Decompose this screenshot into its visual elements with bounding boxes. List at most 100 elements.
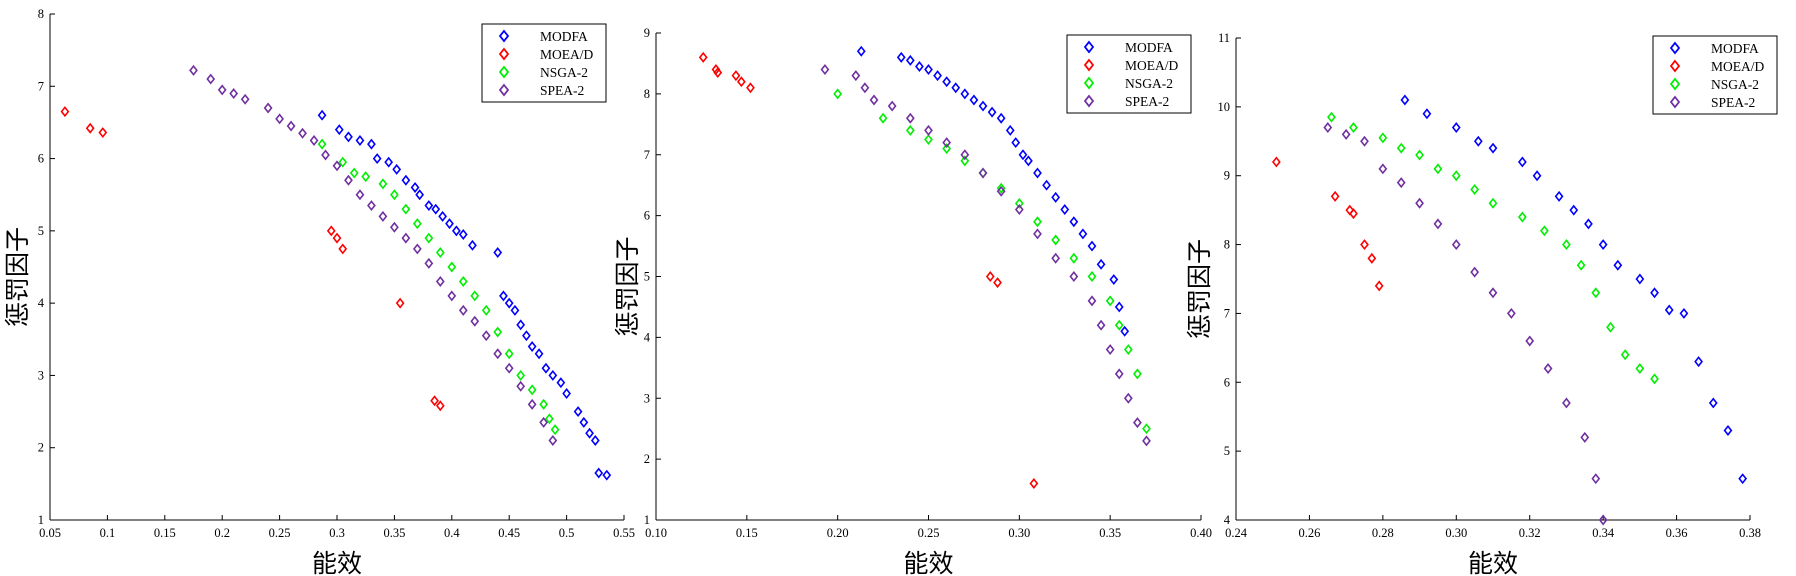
x-tick-label: 0.05 bbox=[39, 526, 61, 540]
data-point bbox=[493, 247, 503, 259]
series-moea-d bbox=[1272, 156, 1384, 292]
data-point bbox=[541, 362, 551, 374]
data-point bbox=[334, 124, 344, 136]
x-tick-label: 0.30 bbox=[1445, 526, 1467, 540]
data-point bbox=[392, 163, 402, 175]
data-point bbox=[544, 413, 554, 425]
data-point bbox=[833, 88, 843, 100]
data-point bbox=[1723, 425, 1733, 436]
data-point bbox=[1096, 258, 1106, 270]
data-point bbox=[996, 185, 1006, 197]
legend: MODFA MOEA/D NSGA-2 SPEA-2 bbox=[481, 23, 607, 103]
data-point bbox=[412, 243, 422, 255]
legend-label: SPEA-2 bbox=[1711, 95, 1755, 110]
data-point bbox=[240, 93, 250, 105]
data-point bbox=[942, 76, 952, 88]
legend-marker bbox=[1083, 40, 1095, 54]
data-point bbox=[1014, 197, 1024, 209]
data-point bbox=[602, 469, 612, 481]
x-tick-label: 0.25 bbox=[918, 526, 940, 540]
data-point bbox=[493, 326, 503, 338]
data-point bbox=[1349, 208, 1358, 220]
data-point bbox=[915, 61, 924, 72]
data-point bbox=[1011, 137, 1021, 149]
data-point bbox=[896, 51, 906, 63]
y-tick-label: 5 bbox=[1224, 444, 1230, 458]
data-point bbox=[924, 124, 933, 136]
data-point bbox=[1396, 142, 1406, 154]
y-tick-label: 11 bbox=[1218, 31, 1230, 45]
data-point bbox=[548, 369, 558, 381]
legend-marker bbox=[498, 29, 510, 43]
data-point bbox=[1378, 163, 1388, 175]
y-tick-label: 4 bbox=[38, 296, 45, 310]
data-point bbox=[1033, 167, 1042, 179]
data-point bbox=[1069, 252, 1079, 264]
data-point bbox=[820, 64, 830, 76]
y-tick-label: 2 bbox=[644, 452, 650, 466]
data-point bbox=[1078, 228, 1088, 240]
data-point bbox=[585, 427, 594, 439]
data-point bbox=[229, 88, 239, 99]
data-point bbox=[332, 160, 342, 172]
data-point bbox=[1488, 287, 1498, 299]
x-tick-label: 0.24 bbox=[1225, 526, 1248, 540]
data-point bbox=[445, 218, 454, 230]
data-point bbox=[1576, 259, 1586, 271]
data-point bbox=[1109, 274, 1119, 286]
data-point bbox=[1635, 273, 1645, 285]
data-point bbox=[996, 182, 1006, 194]
data-point bbox=[1114, 368, 1124, 380]
x-tick-label: 0.5 bbox=[559, 526, 575, 540]
data-point bbox=[458, 304, 468, 316]
data-point bbox=[355, 135, 365, 146]
data-point bbox=[550, 424, 560, 436]
data-point bbox=[1123, 344, 1133, 356]
legend-marker bbox=[1083, 58, 1095, 72]
data-point bbox=[860, 82, 870, 94]
data-point bbox=[887, 100, 897, 112]
data-point bbox=[98, 127, 108, 139]
x-axis-title: 能效 bbox=[903, 550, 953, 576]
data-point bbox=[401, 203, 411, 215]
data-point bbox=[1543, 363, 1553, 374]
chart-panel-3: 0.24 0.26 0.28 0.30 0.32 0.34 0.36 0.38 4 5 6 7 8 9 10… bbox=[1186, 31, 1778, 576]
data-point bbox=[1650, 287, 1659, 299]
data-point bbox=[1069, 216, 1079, 228]
data-point bbox=[1133, 368, 1142, 380]
legend: MODFA MOEA/D NSGA-2 SPEA-2 bbox=[1652, 35, 1778, 115]
x-tick-label: 0.45 bbox=[498, 526, 520, 540]
data-point bbox=[430, 395, 439, 407]
data-point bbox=[378, 210, 388, 222]
data-point bbox=[447, 261, 457, 273]
y-tick-label: 8 bbox=[38, 7, 44, 21]
data-point bbox=[987, 106, 997, 118]
data-point bbox=[548, 435, 558, 446]
data-point bbox=[539, 416, 549, 428]
data-point bbox=[206, 73, 216, 85]
y-tick-label: 9 bbox=[644, 26, 650, 40]
data-point bbox=[1341, 128, 1351, 140]
data-point bbox=[1349, 122, 1358, 133]
data-point bbox=[1142, 423, 1151, 435]
data-point bbox=[309, 135, 319, 146]
data-point bbox=[539, 398, 549, 410]
data-point bbox=[395, 297, 405, 309]
data-point bbox=[978, 100, 988, 112]
data-point bbox=[435, 400, 445, 412]
data-point bbox=[1105, 344, 1115, 356]
data-point bbox=[1613, 259, 1623, 271]
data-point bbox=[1635, 363, 1645, 374]
data-point bbox=[286, 120, 296, 132]
data-point bbox=[504, 297, 514, 309]
data-point bbox=[1033, 216, 1042, 228]
data-point bbox=[1422, 108, 1432, 120]
data-point bbox=[332, 232, 342, 244]
data-point bbox=[951, 82, 961, 94]
data-point bbox=[1005, 124, 1015, 136]
data-point bbox=[321, 149, 330, 161]
data-point bbox=[573, 406, 583, 418]
data-point bbox=[527, 341, 537, 352]
data-point bbox=[361, 171, 371, 183]
data-point bbox=[1517, 156, 1527, 168]
